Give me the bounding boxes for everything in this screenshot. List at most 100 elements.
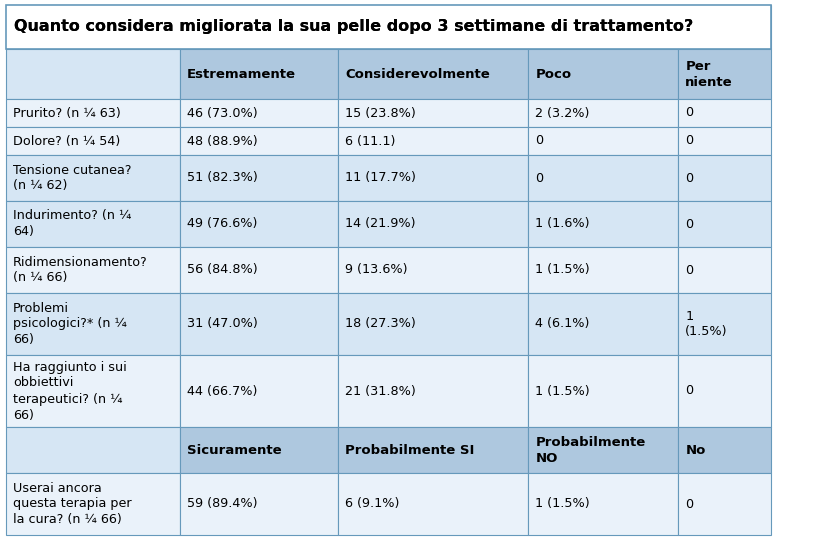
Text: Considerevolmente: Considerevolmente [345, 68, 490, 80]
Bar [529, 5, 678, 49]
Text: 0: 0 [535, 172, 543, 184]
Bar [529, 293, 678, 355]
Bar [180, 473, 338, 535]
Bar [6, 99, 180, 127]
Text: 14 (21.9%): 14 (21.9%) [345, 218, 416, 230]
Bar [6, 155, 180, 201]
Bar [529, 427, 678, 473]
Text: Estremamente: Estremamente [187, 68, 296, 80]
Bar [678, 5, 772, 49]
Bar [6, 5, 772, 49]
Text: 0: 0 [686, 106, 694, 120]
Text: 1
(1.5%): 1 (1.5%) [686, 310, 727, 338]
Text: Probabilmente SI: Probabilmente SI [345, 444, 474, 456]
Bar [678, 355, 772, 427]
Text: Problemi
psicologici?* (n ¼
66): Problemi psicologici?* (n ¼ 66) [13, 301, 127, 346]
Bar [6, 201, 180, 247]
Bar [180, 355, 338, 427]
Text: Tensione cutanea?
(n ¼ 62): Tensione cutanea? (n ¼ 62) [13, 163, 132, 192]
Bar [6, 427, 180, 473]
Bar [529, 355, 678, 427]
Bar [338, 49, 529, 99]
Bar [180, 247, 338, 293]
Bar [338, 355, 529, 427]
Bar [6, 247, 180, 293]
Text: 56 (84.8%): 56 (84.8%) [187, 264, 258, 276]
Bar [180, 155, 338, 201]
Text: Dolore? (n ¼ 54): Dolore? (n ¼ 54) [13, 135, 120, 147]
Bar [678, 427, 772, 473]
Bar [338, 127, 529, 155]
Text: 6 (11.1): 6 (11.1) [345, 135, 395, 147]
Bar [338, 293, 529, 355]
Bar [529, 127, 678, 155]
Bar [6, 49, 180, 99]
Bar [338, 155, 529, 201]
Bar [529, 155, 678, 201]
Bar [338, 99, 529, 127]
Text: Prurito? (n ¼ 63): Prurito? (n ¼ 63) [13, 106, 121, 120]
Text: 0: 0 [686, 218, 694, 230]
Text: 1 (1.6%): 1 (1.6%) [535, 218, 590, 230]
Text: 49 (76.6%): 49 (76.6%) [187, 218, 257, 230]
Bar [180, 293, 338, 355]
Bar [338, 427, 529, 473]
Bar [678, 49, 772, 99]
Text: 6 (9.1%): 6 (9.1%) [345, 497, 399, 510]
Text: Quanto considera migliorata la sua pelle dopo 3 settimane di trattamento?: Quanto considera migliorata la sua pelle… [14, 19, 693, 34]
Text: Sicuramente: Sicuramente [187, 444, 282, 456]
Bar [678, 293, 772, 355]
Text: No: No [686, 444, 705, 456]
Text: Ha raggiunto i sui
obbiettivi
terapeutici? (n ¼
66): Ha raggiunto i sui obbiettivi terapeutic… [13, 361, 127, 422]
Bar [678, 201, 772, 247]
Text: 0: 0 [686, 264, 694, 276]
Text: Quanto considera migliorata la sua pelle dopo 3 settimane di trattamento?: Quanto considera migliorata la sua pelle… [14, 19, 693, 34]
Bar [180, 49, 338, 99]
Bar [529, 99, 678, 127]
Bar [678, 127, 772, 155]
Text: Ridimensionamento?
(n ¼ 66): Ridimensionamento? (n ¼ 66) [13, 255, 148, 285]
Text: 15 (23.8%): 15 (23.8%) [345, 106, 416, 120]
Text: 0: 0 [686, 384, 694, 398]
Bar [338, 5, 529, 49]
Text: 48 (88.9%): 48 (88.9%) [187, 135, 258, 147]
Bar [529, 49, 678, 99]
Bar [338, 473, 529, 535]
Text: 51 (82.3%): 51 (82.3%) [187, 172, 258, 184]
Bar [678, 247, 772, 293]
Bar [6, 473, 180, 535]
Text: 18 (27.3%): 18 (27.3%) [345, 317, 416, 331]
Text: 44 (66.7%): 44 (66.7%) [187, 384, 257, 398]
Text: 1 (1.5%): 1 (1.5%) [535, 384, 590, 398]
Bar [6, 127, 180, 155]
Bar [338, 247, 529, 293]
Text: Probabilmente
NO: Probabilmente NO [535, 435, 646, 464]
Bar [6, 5, 180, 49]
Text: 1 (1.5%): 1 (1.5%) [535, 264, 590, 276]
Bar [529, 247, 678, 293]
Text: 2 (3.2%): 2 (3.2%) [535, 106, 590, 120]
Bar [678, 155, 772, 201]
Text: Poco: Poco [535, 68, 571, 80]
Bar [529, 473, 678, 535]
Bar [180, 427, 338, 473]
Bar [180, 5, 338, 49]
Bar [180, 127, 338, 155]
Bar [338, 201, 529, 247]
Bar [6, 293, 180, 355]
Text: 59 (89.4%): 59 (89.4%) [187, 497, 257, 510]
Text: 31 (47.0%): 31 (47.0%) [187, 317, 258, 331]
Bar [180, 99, 338, 127]
Bar [529, 201, 678, 247]
Bar [6, 355, 180, 427]
Text: 46 (73.0%): 46 (73.0%) [187, 106, 258, 120]
Bar [180, 201, 338, 247]
Text: Userai ancora
questa terapia per
la cura? (n ¼ 66): Userai ancora questa terapia per la cura… [13, 481, 132, 526]
Text: 0: 0 [686, 497, 694, 510]
Text: 0: 0 [535, 135, 543, 147]
Text: 0: 0 [686, 135, 694, 147]
Text: 21 (31.8%): 21 (31.8%) [345, 384, 416, 398]
Text: 11 (17.7%): 11 (17.7%) [345, 172, 416, 184]
Bar [678, 473, 772, 535]
Text: 4 (6.1%): 4 (6.1%) [535, 317, 590, 331]
